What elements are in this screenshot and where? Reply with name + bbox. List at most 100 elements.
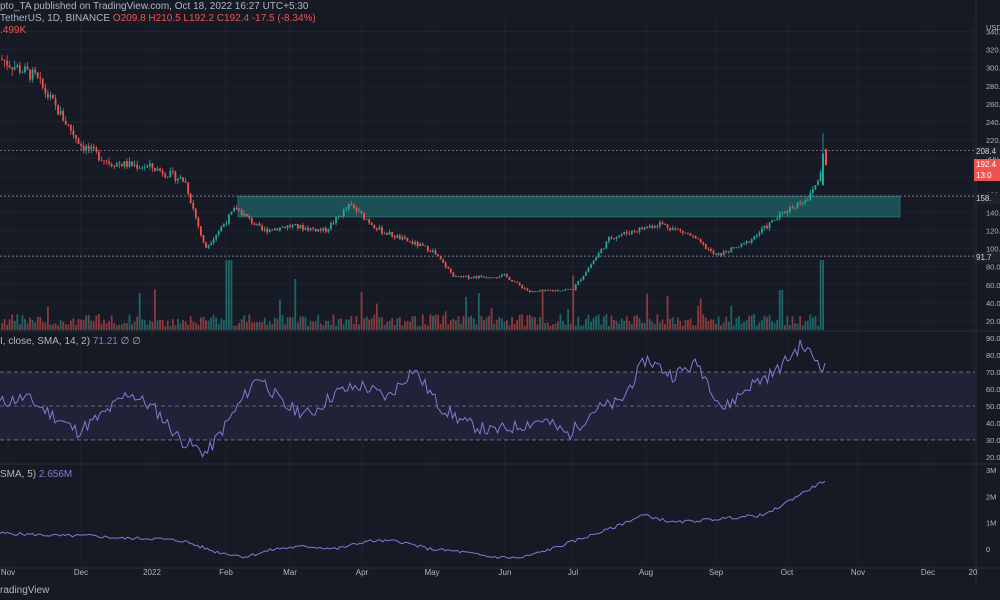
candle-body-34 bbox=[87, 146, 90, 150]
candle-body-280 bbox=[715, 253, 717, 255]
volume-bar-300 bbox=[766, 317, 768, 330]
volume-bar-141 bbox=[360, 292, 363, 330]
candle-body-204 bbox=[521, 285, 524, 288]
candle-body-238 bbox=[608, 237, 610, 242]
volume-bar-4 bbox=[11, 314, 14, 330]
volume-bar-276 bbox=[704, 317, 707, 330]
candle-body-221 bbox=[564, 289, 567, 291]
volume-bar-118 bbox=[302, 316, 304, 330]
candle-body-229 bbox=[585, 272, 587, 276]
candle-body-104 bbox=[266, 228, 269, 233]
candle-body-107 bbox=[273, 228, 276, 231]
candle-body-67 bbox=[171, 170, 174, 172]
volume-bar-313 bbox=[799, 316, 802, 330]
volume-bar-153 bbox=[391, 318, 394, 330]
candle-body-139 bbox=[355, 207, 358, 212]
volume-bar-124 bbox=[317, 314, 320, 330]
candle-body-302 bbox=[771, 220, 773, 223]
candle-body-45 bbox=[115, 163, 118, 167]
volume-bar-39 bbox=[100, 323, 103, 330]
volume-bar-170 bbox=[434, 314, 437, 330]
candle-body-205 bbox=[523, 287, 526, 289]
volume-bar-116 bbox=[296, 322, 299, 330]
volume-bar-54 bbox=[138, 293, 141, 330]
candle-body-152 bbox=[388, 232, 391, 235]
candle-body-231 bbox=[590, 264, 592, 268]
symbol-line: TetherUS, 1D, BINANCE O209.8 H210.5 L192… bbox=[0, 13, 316, 24]
volume-bar-246 bbox=[628, 321, 631, 330]
volume-bar-89 bbox=[228, 260, 230, 330]
volume-bar-121 bbox=[309, 320, 312, 330]
volume-bar-94 bbox=[240, 319, 243, 330]
candle-body-196 bbox=[500, 274, 503, 277]
candle-body-153 bbox=[391, 232, 394, 237]
volume-bar-120 bbox=[307, 325, 309, 330]
candle-body-56 bbox=[143, 167, 146, 169]
candle-body-115 bbox=[294, 223, 297, 226]
candle-body-26 bbox=[67, 124, 70, 126]
volume-bar-302 bbox=[771, 321, 773, 330]
candle-body-154 bbox=[393, 236, 396, 238]
volume-bar-83 bbox=[212, 314, 215, 330]
volume-bar-290 bbox=[740, 323, 743, 330]
volume-bar-188 bbox=[480, 316, 483, 330]
price-tick-1: 40.0 bbox=[986, 299, 1000, 308]
candle-body-237 bbox=[605, 241, 608, 249]
candle-body-186 bbox=[475, 276, 478, 278]
price-tick-16: 340.0 bbox=[986, 28, 1000, 37]
volume-bar-217 bbox=[554, 323, 557, 330]
candle-body-281 bbox=[717, 253, 720, 255]
volume-bar-48 bbox=[123, 322, 126, 330]
candle-body-305 bbox=[778, 213, 781, 219]
volume-bar-301 bbox=[768, 314, 771, 330]
volume-bar-227 bbox=[579, 325, 582, 330]
candle-body-103 bbox=[263, 228, 266, 231]
volume-bar-131 bbox=[335, 325, 337, 330]
volume-bar-17 bbox=[44, 322, 47, 330]
volume-bar-71 bbox=[182, 320, 184, 330]
price-tick-14: 300.0 bbox=[986, 64, 1000, 73]
candle-body-129 bbox=[330, 222, 332, 229]
candle-body-38 bbox=[98, 151, 100, 160]
candle-body-44 bbox=[113, 165, 116, 167]
resistance-tag: 158. bbox=[974, 193, 1000, 204]
candle-body-260 bbox=[664, 224, 666, 225]
candle-body-74 bbox=[189, 194, 192, 203]
volume-bar-283 bbox=[722, 322, 725, 330]
volume-bar-167 bbox=[426, 325, 429, 330]
publish-line: pto_TA published on TradingView.com, Oct… bbox=[0, 1, 309, 12]
volume-bar-207 bbox=[528, 314, 531, 330]
candle-body-33 bbox=[85, 146, 88, 150]
volume-bar-305 bbox=[778, 290, 781, 330]
volume-bar-208 bbox=[531, 317, 534, 330]
candle-body-183 bbox=[467, 275, 470, 279]
rsi-tick-2: 40.00 bbox=[986, 419, 1000, 428]
candle-body-225 bbox=[574, 284, 577, 290]
candle-body-167 bbox=[426, 245, 429, 252]
volume-bar-105 bbox=[268, 321, 271, 330]
grid-lines bbox=[0, 0, 1000, 585]
volume-bar-149 bbox=[381, 317, 383, 330]
volume-bar-278 bbox=[710, 319, 712, 330]
candle-body-222 bbox=[567, 289, 569, 290]
candle-body-120 bbox=[307, 227, 309, 231]
volume-bar-211 bbox=[539, 317, 541, 330]
volume-bar-248 bbox=[633, 316, 636, 330]
candle-body-309 bbox=[789, 207, 791, 212]
candle-body-138 bbox=[353, 204, 355, 208]
volume-bar-99 bbox=[253, 322, 256, 330]
volume-bars bbox=[1, 260, 824, 330]
candle-body-72 bbox=[184, 181, 187, 183]
price-tick-13: 280.0 bbox=[986, 82, 1000, 91]
candle-body-148 bbox=[378, 227, 381, 230]
candle-body-25 bbox=[64, 120, 67, 125]
candle-body-108 bbox=[276, 228, 279, 231]
volume-bar-286 bbox=[730, 305, 733, 330]
zone-rect bbox=[237, 195, 901, 218]
volume-bar-284 bbox=[725, 316, 728, 330]
candle-body-174 bbox=[444, 262, 447, 268]
candle-body-76 bbox=[194, 208, 197, 218]
candle-body-132 bbox=[337, 216, 340, 218]
volume-bar-64 bbox=[164, 325, 167, 330]
